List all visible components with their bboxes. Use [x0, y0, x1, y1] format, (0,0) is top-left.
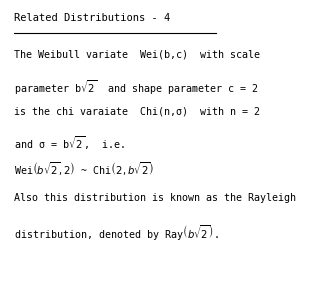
Text: Related Distributions - 4: Related Distributions - 4 — [14, 13, 170, 23]
Text: Wei$\left(b\sqrt{2},2\right)$ ~ Chi$\left(2,b\sqrt{2}\right)$: Wei$\left(b\sqrt{2},2\right)$ ~ Chi$\lef… — [14, 161, 154, 178]
Text: distribution, denoted by Ray$\left(b\sqrt{2}\right)$.: distribution, denoted by Ray$\left(b\sqr… — [14, 223, 218, 242]
Text: Also this distribution is known as the Rayleigh: Also this distribution is known as the R… — [14, 193, 296, 203]
Text: The Weibull variate  Wei(b,c)  with scale: The Weibull variate Wei(b,c) with scale — [14, 50, 260, 60]
Text: and σ = b$\sqrt{2}$,  i.e.: and σ = b$\sqrt{2}$, i.e. — [14, 134, 125, 152]
Text: is the chi varaiate  Chi(n,σ)  with n = 2: is the chi varaiate Chi(n,σ) with n = 2 — [14, 107, 260, 117]
Text: parameter b$\sqrt{2}$  and shape parameter c = 2: parameter b$\sqrt{2}$ and shape paramete… — [14, 79, 259, 98]
